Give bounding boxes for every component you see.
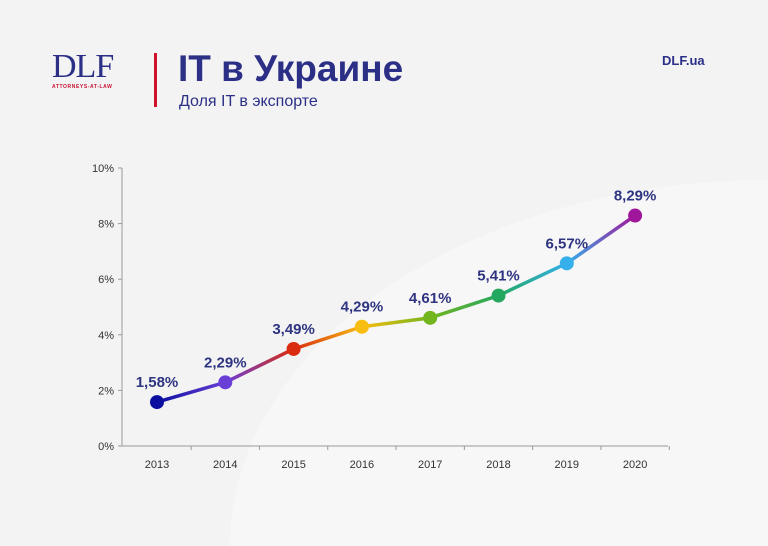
data-label: 4,29% xyxy=(341,299,384,316)
y-tick-label: 6% xyxy=(98,274,114,286)
line-segment xyxy=(429,293,500,320)
line-segment xyxy=(293,325,363,351)
data-point xyxy=(354,319,369,334)
data-label: 6,57% xyxy=(546,235,589,252)
data-point xyxy=(423,310,438,325)
data-point xyxy=(559,256,574,271)
x-tick-label: 2020 xyxy=(623,459,647,471)
x-tick-label: 2017 xyxy=(418,459,442,471)
data-label: 1,58% xyxy=(136,374,179,391)
y-tick-label: 2% xyxy=(98,385,114,397)
line-segment xyxy=(565,214,637,265)
data-point xyxy=(218,375,233,390)
y-tick-label: 10% xyxy=(92,163,114,175)
page-title: IT в Украине xyxy=(178,48,404,89)
data-label: 5,41% xyxy=(477,268,520,285)
data-point xyxy=(286,341,301,356)
x-tick-label: 2016 xyxy=(350,459,374,471)
line-segment xyxy=(156,380,226,404)
y-tick-label: 0% xyxy=(98,441,114,453)
data-point xyxy=(491,288,506,303)
data-label: 8,29% xyxy=(614,188,657,205)
dlf-logo: DLF ATTORNEYS-AT-LAW xyxy=(52,48,132,92)
data-label: 2,29% xyxy=(204,354,247,371)
x-tick-label: 2015 xyxy=(281,459,305,471)
header-divider xyxy=(154,53,157,107)
data-point xyxy=(628,208,643,223)
site-link[interactable]: DLF.ua xyxy=(662,53,705,68)
page-subtitle: Доля IT в экспорте xyxy=(179,93,318,110)
y-tick-label: 8% xyxy=(98,219,114,231)
data-label: 4,61% xyxy=(409,290,452,307)
line-segment xyxy=(224,347,295,384)
logo-text: DLF xyxy=(52,48,114,85)
x-tick-label: 2019 xyxy=(555,459,579,471)
line-segment xyxy=(497,261,568,298)
x-tick-label: 2013 xyxy=(145,459,169,471)
x-tick-label: 2018 xyxy=(486,459,510,471)
x-tick-label: 2014 xyxy=(213,459,237,471)
line-segment xyxy=(361,316,431,329)
logo-subtext: ATTORNEYS-AT-LAW xyxy=(52,84,113,90)
data-point xyxy=(150,395,164,410)
data-label: 3,49% xyxy=(272,321,315,338)
y-tick-label: 4% xyxy=(98,330,114,342)
